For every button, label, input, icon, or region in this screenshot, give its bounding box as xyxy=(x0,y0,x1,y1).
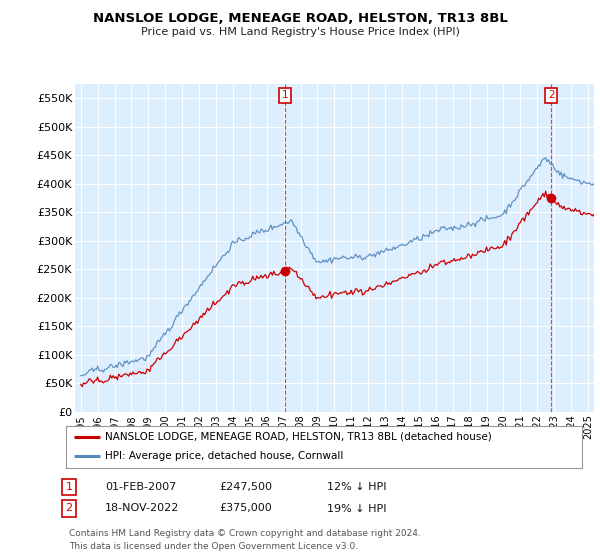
Text: Price paid vs. HM Land Registry's House Price Index (HPI): Price paid vs. HM Land Registry's House … xyxy=(140,27,460,37)
Text: 01-FEB-2007: 01-FEB-2007 xyxy=(105,482,176,492)
Text: £247,500: £247,500 xyxy=(219,482,272,492)
Text: 2: 2 xyxy=(548,90,554,100)
Text: HPI: Average price, detached house, Cornwall: HPI: Average price, detached house, Corn… xyxy=(104,451,343,461)
Text: 12% ↓ HPI: 12% ↓ HPI xyxy=(327,482,386,492)
Text: 2: 2 xyxy=(65,503,73,514)
Text: 1: 1 xyxy=(282,90,289,100)
Text: 1: 1 xyxy=(65,482,73,492)
Text: Contains HM Land Registry data © Crown copyright and database right 2024.
This d: Contains HM Land Registry data © Crown c… xyxy=(69,529,421,550)
Text: 19% ↓ HPI: 19% ↓ HPI xyxy=(327,503,386,514)
Text: NANSLOE LODGE, MENEAGE ROAD, HELSTON, TR13 8BL (detached house): NANSLOE LODGE, MENEAGE ROAD, HELSTON, TR… xyxy=(104,432,491,442)
Text: 18-NOV-2022: 18-NOV-2022 xyxy=(105,503,179,514)
Text: NANSLOE LODGE, MENEAGE ROAD, HELSTON, TR13 8BL: NANSLOE LODGE, MENEAGE ROAD, HELSTON, TR… xyxy=(92,12,508,25)
Text: £375,000: £375,000 xyxy=(219,503,272,514)
